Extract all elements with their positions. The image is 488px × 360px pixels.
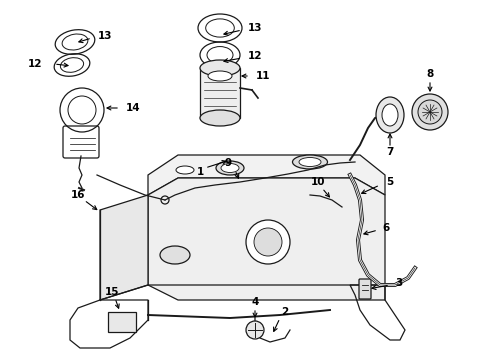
Text: 2: 2: [281, 307, 288, 317]
Ellipse shape: [381, 104, 397, 126]
Text: 1: 1: [196, 167, 203, 177]
Circle shape: [245, 321, 264, 339]
Circle shape: [417, 100, 441, 124]
Circle shape: [253, 228, 282, 256]
Text: 10: 10: [310, 177, 325, 187]
Text: 12: 12: [247, 51, 262, 61]
Text: 14: 14: [126, 103, 141, 113]
Polygon shape: [148, 178, 384, 300]
Ellipse shape: [298, 158, 320, 166]
Text: 15: 15: [104, 287, 119, 297]
Ellipse shape: [176, 166, 194, 174]
Ellipse shape: [200, 110, 240, 126]
Ellipse shape: [200, 60, 240, 76]
Bar: [200, 68, 240, 118]
Ellipse shape: [292, 155, 327, 169]
Circle shape: [245, 220, 289, 264]
Text: 9: 9: [224, 158, 231, 168]
Text: 13: 13: [247, 23, 262, 33]
Text: 16: 16: [71, 190, 85, 200]
Text: 12: 12: [27, 59, 42, 69]
Text: 7: 7: [386, 147, 393, 157]
Polygon shape: [100, 195, 148, 300]
Ellipse shape: [160, 246, 190, 264]
FancyBboxPatch shape: [358, 279, 370, 299]
Ellipse shape: [207, 71, 231, 81]
Polygon shape: [148, 155, 384, 195]
Circle shape: [411, 94, 447, 130]
Text: 13: 13: [98, 31, 112, 41]
Text: 6: 6: [381, 223, 388, 233]
Ellipse shape: [216, 161, 244, 175]
Text: 3: 3: [394, 278, 402, 288]
Text: 5: 5: [385, 177, 392, 187]
Bar: [108, 312, 136, 332]
Ellipse shape: [221, 163, 239, 172]
Text: 8: 8: [426, 69, 433, 79]
Ellipse shape: [375, 97, 403, 133]
Text: 4: 4: [251, 297, 258, 307]
Text: 11: 11: [256, 71, 270, 81]
